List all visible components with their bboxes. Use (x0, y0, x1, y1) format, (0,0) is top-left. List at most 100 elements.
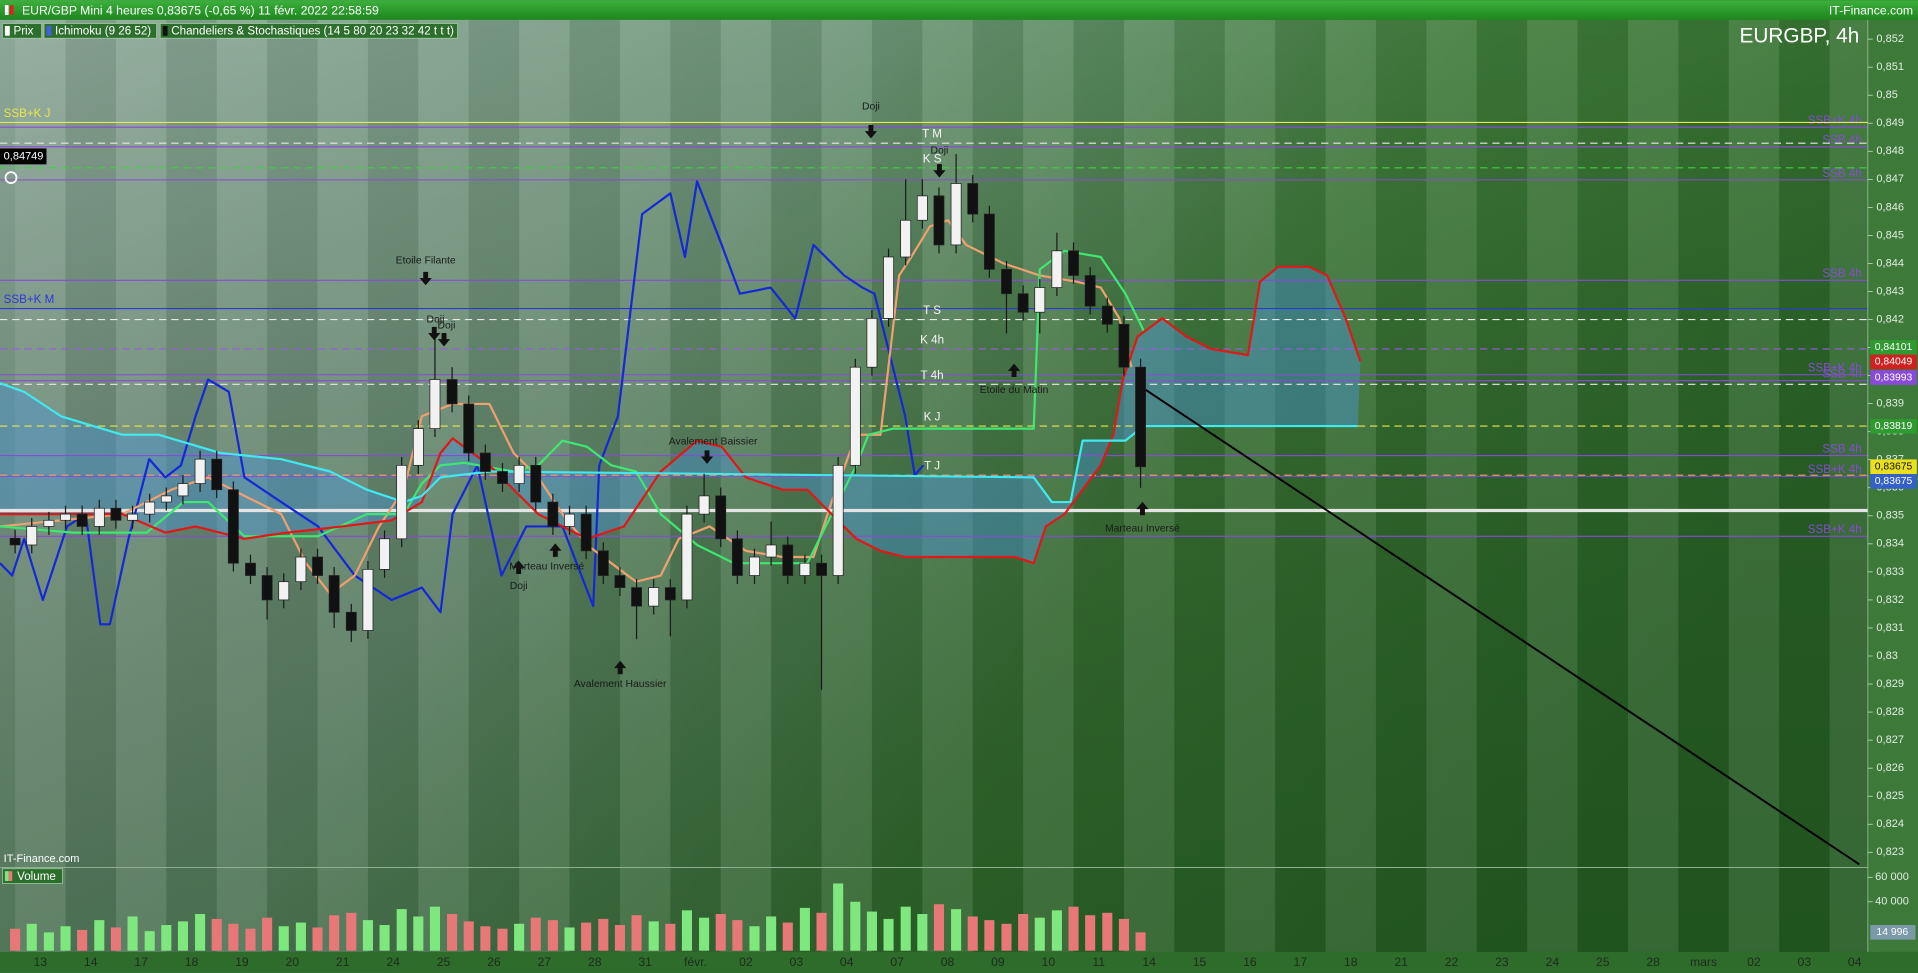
candle-body (547, 501, 559, 527)
candle-body (950, 183, 962, 246)
level-label: SSB 4h (1822, 167, 1861, 180)
volume-bar (850, 901, 861, 951)
volume-bar (883, 918, 894, 951)
x-tick-label: 14 (1142, 955, 1156, 969)
x-tick-label: 08 (941, 955, 955, 969)
volume-bar (799, 907, 810, 951)
volume-bar (1001, 923, 1012, 951)
x-tick-label: 07 (890, 955, 904, 969)
x-tick-label: 10 (1042, 955, 1056, 969)
legend-item[interactable]: Prix (13, 25, 33, 38)
level-label: SSB 4h (1822, 267, 1861, 280)
day-stripe (1678, 19, 1729, 952)
volume-bar (480, 926, 491, 951)
y-tick-label: 0,851 (1876, 61, 1904, 73)
candle-body (261, 575, 273, 601)
volume-bar (598, 918, 609, 951)
x-tick-label: 21 (336, 955, 350, 969)
candle-body (530, 464, 542, 503)
x-tick-label: 20 (286, 955, 300, 969)
candle-body (916, 195, 928, 221)
candle-body (43, 519, 55, 527)
volume-title[interactable]: Volume (17, 870, 56, 883)
x-tick-label: 28 (588, 955, 602, 969)
candle-body (1135, 366, 1146, 468)
price-tag-label: 0,83993 (1875, 372, 1913, 383)
x-tick-label: 19 (235, 955, 249, 969)
level-label: T M (922, 128, 942, 141)
candle-body (463, 403, 475, 454)
legend-item[interactable]: Ichimoku (9 26 52) (55, 25, 151, 38)
level-label: SSB 4h (1822, 368, 1861, 381)
candle-body (211, 458, 223, 491)
candle-body (614, 575, 626, 588)
candle-body (497, 471, 508, 484)
y-tick-label: 0,846 (1876, 201, 1904, 213)
candle-body (564, 513, 575, 527)
price-tag-label: 0,84049 (1875, 357, 1913, 368)
pattern-label: Marteau Inversé (1105, 523, 1180, 534)
y-tick-label: 0,845 (1876, 229, 1904, 241)
day-stripe (1174, 19, 1225, 952)
x-tick-label: 23 (1495, 955, 1509, 969)
candle-body (765, 544, 777, 558)
volume-bar (530, 917, 541, 951)
volume-tick-label: 60 000 (1875, 871, 1909, 883)
pattern-arrow (428, 326, 441, 341)
volume-bar (144, 931, 155, 951)
volume-bar (547, 920, 558, 951)
pattern-label: Doji (930, 145, 948, 156)
volume-bar (161, 925, 172, 951)
pattern-arrow (512, 560, 525, 574)
x-tick-label: 22 (1445, 955, 1459, 969)
level-label: T S (923, 304, 941, 317)
volume-legend-box[interactable] (2, 868, 63, 884)
candle-body (446, 379, 458, 405)
candle-body (933, 195, 945, 246)
legend-box[interactable] (2, 23, 42, 39)
candle-body (1051, 250, 1063, 288)
x-tick-label: 02 (739, 955, 753, 969)
candle-body (681, 513, 693, 601)
x-tick-label: 21 (1394, 955, 1408, 969)
y-tick-label: 0,825 (1876, 790, 1904, 802)
volume-bar (681, 910, 693, 951)
y-tick-label: 0,824 (1876, 818, 1904, 830)
y-tick-label: 0,843 (1876, 285, 1904, 297)
level-label: K S (923, 152, 942, 165)
candle-body (312, 556, 323, 576)
day-stripe (1476, 19, 1528, 952)
legend-box[interactable] (43, 23, 157, 39)
legend-item[interactable]: Chandeliers & Stochastiques (14 5 80 20 … (171, 25, 454, 38)
x-axis-bar (0, 951, 1918, 973)
volume-bar (866, 911, 877, 951)
pattern-arrow (437, 332, 451, 347)
day-stripe (771, 19, 822, 952)
candle-body (110, 507, 122, 521)
settings-icon[interactable] (4, 171, 18, 184)
volume-bar (581, 922, 592, 951)
ichimoku-line (0, 382, 1358, 504)
day-stripe (1728, 19, 1780, 952)
candle-body (1101, 305, 1113, 325)
title-bar (0, 0, 1918, 20)
day-stripe (1426, 19, 1477, 952)
y-tick-label: 0,823 (1876, 846, 1904, 858)
day-stripe (1123, 19, 1175, 952)
legend-box[interactable] (159, 23, 458, 39)
cursor-tag (0, 148, 47, 165)
candle-body (1017, 293, 1029, 313)
volume-bar (816, 912, 827, 951)
volume-bar (195, 914, 206, 951)
pattern-arrow (549, 543, 562, 557)
title: EUR/GBP Mini 4 heures 0,83675 (-0,65 %) … (22, 4, 379, 18)
volume-bar (933, 904, 945, 951)
y-tick-label: 0,83 (1876, 650, 1897, 662)
y-tick-label: 0,828 (1876, 706, 1904, 718)
y-tick-label: 0,833 (1876, 566, 1904, 578)
y-tick-label: 0,847 (1876, 173, 1904, 185)
trendline (1140, 386, 1860, 866)
candle-body (379, 538, 390, 570)
candle-body (194, 458, 206, 484)
candle-body (983, 213, 995, 270)
